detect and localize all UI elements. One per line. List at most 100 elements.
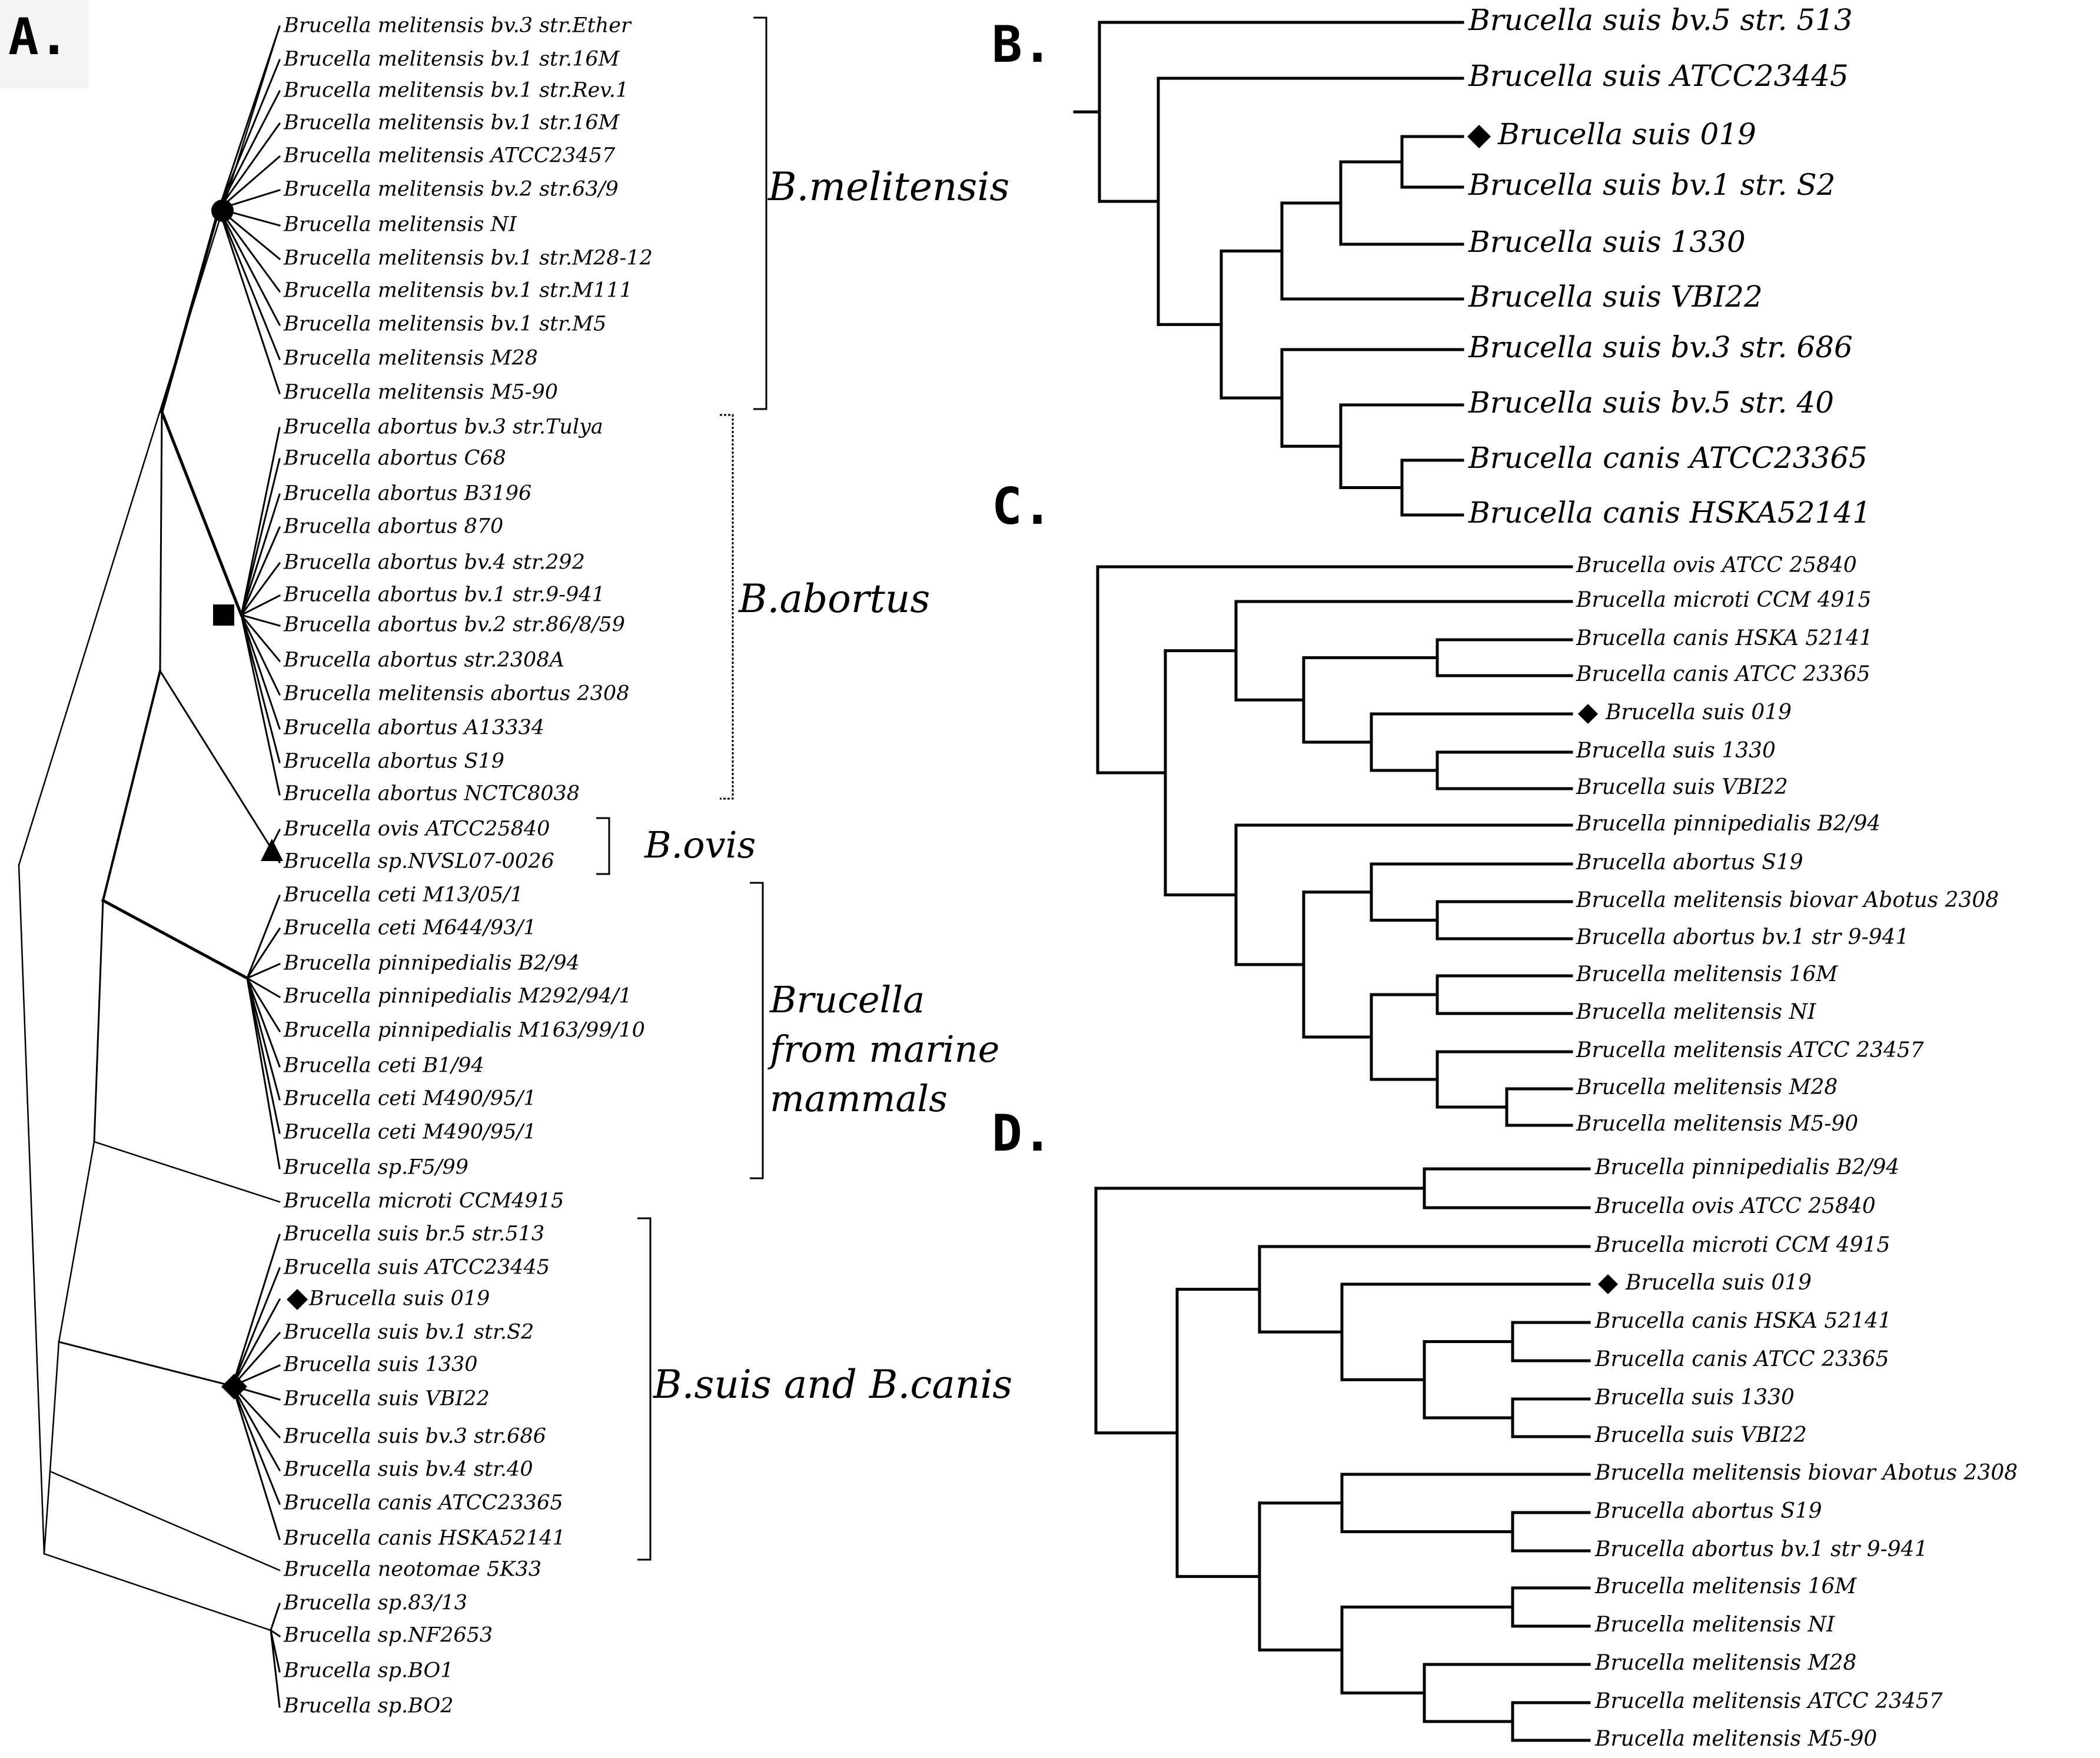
tip-label: Brucella sp.F5/99 (283, 1156, 468, 1179)
tree-branch (217, 207, 281, 327)
tip-label: Brucella melitensis M28 (1594, 1651, 1856, 1675)
tree-branch (246, 977, 281, 1101)
square-marker (213, 604, 234, 626)
tip-label: Brucella suis VBI22 (1468, 280, 1763, 314)
tip-label: Brucella suis br.5 str.513 (283, 1222, 544, 1246)
tree-branch (240, 493, 281, 616)
tree-branch (231, 1267, 281, 1387)
tip-label: Brucella abortus S19 (283, 750, 504, 773)
tip-label: Brucella melitensis M28 (1576, 1075, 1838, 1099)
tip-label: Brucella pinnipedialis B2/94 (283, 952, 580, 975)
tip-label: Brucella suis bv.3 str.686 (283, 1425, 546, 1448)
tip-label: Brucella suis ATCC23445 (1468, 59, 1849, 93)
circle-marker (211, 200, 234, 222)
tree-branch (58, 1141, 95, 1343)
ovis-bracket (596, 817, 610, 875)
tip-label: Brucella melitensis 16M (1594, 1574, 1857, 1599)
tree-branch (270, 1629, 281, 1708)
tree-branch (246, 895, 281, 979)
tip-label: Brucella canis HSKA 52141 (1594, 1309, 1892, 1333)
tree-branch (245, 976, 281, 999)
tree-branch (43, 1470, 51, 1555)
tip-label: Brucella sp.BO1 (283, 1659, 454, 1683)
tip-label: Brucella ceti M490/95/1 (283, 1087, 536, 1111)
tree-branch (43, 1553, 272, 1631)
tree-branch (49, 1341, 60, 1473)
tip-label: Brucella abortus S19 (1594, 1499, 1822, 1523)
tree-branch (240, 594, 281, 617)
tip-label: Brucella melitensis bv.1 str.16M (283, 111, 620, 135)
tip-label: Brucella melitensis 16M (1576, 962, 1838, 986)
tip-label: Brucella microti CCM4915 (283, 1189, 564, 1213)
tip-label: Brucella abortus NCTC8038 (283, 782, 580, 806)
clade-label-ovis: B.ovis (644, 823, 756, 866)
clade-label-line: Brucella (769, 978, 925, 1021)
tip-label: Brucella microti CCM 4915 (1594, 1233, 1890, 1257)
tip-label: Brucella suis bv.1 str.S2 (283, 1321, 534, 1344)
tree-branch (240, 427, 281, 616)
tree-branch (231, 1384, 281, 1439)
tip-label: Brucella suis bv.1 str. S2 (1468, 168, 1835, 202)
tip-label: Brucella suis VBI22 (1594, 1423, 1807, 1447)
tip-label: Brucella pinnipedialis B2/94 (1576, 812, 1880, 836)
tip-label: Brucella abortus A13334 (283, 716, 544, 740)
tree-branch (245, 976, 281, 1033)
tip-label: Brucella ovis ATCC25840 (283, 817, 550, 841)
tree-branch (18, 25, 281, 866)
tip-label: Brucella suis 019 (308, 1287, 490, 1311)
tip-label: Brucella suis bv.5 str. 513 (1468, 3, 1853, 37)
tip-label: Brucella suis ATCC23445 (283, 1256, 550, 1280)
panel-a: A. Brucella melitensis bv.3 str.Ether Bruc… (0, 0, 1012, 1718)
tip-label: Brucella canis ATCC 23365 (1576, 662, 1870, 686)
tip-label: Brucella ovis ATCC 25840 (1576, 553, 1857, 577)
tip-label: Brucella melitensis bv.1 str.M28-12 (283, 247, 653, 270)
tip-label: Brucella suis VBI22 (1576, 775, 1788, 799)
panel-c-label: C. (992, 477, 1053, 536)
tree-branch (240, 614, 281, 763)
tip-label: Brucella suis 019 (1625, 1271, 1812, 1295)
clade-label-line: B.ovis (644, 823, 756, 866)
tip-label: Brucella suis 1330 (1576, 739, 1776, 763)
tree-branch (218, 208, 281, 360)
tip-label: Brucella abortus bv.1 str 9-941 (1594, 1537, 1928, 1561)
tip-label: Brucella melitensis M5-90 (283, 381, 558, 404)
tree-branch (160, 410, 244, 617)
tip-label: Brucella canis HSKA 52141 (1576, 626, 1873, 650)
tree-branch (240, 458, 281, 616)
tip-label: Brucella melitensis ATCC 23457 (1594, 1689, 1943, 1713)
tip-label: Brucella abortus bv.1 str 9-941 (1576, 925, 1909, 949)
diamond-marker (1598, 1274, 1618, 1294)
tip-label: Brucella canis ATCC23365 (1468, 441, 1868, 475)
tree-branch (246, 977, 281, 1169)
tip-label: Brucella melitensis M5-90 (1576, 1112, 1858, 1136)
tip-label: Brucella abortus bv.3 str.Tulya (283, 416, 603, 439)
diamond-marker (1467, 125, 1491, 148)
tip-label: Brucella abortus bv.1 str.9-941 (283, 583, 605, 607)
clade-label-marine: Brucella from marine mammals (767, 978, 999, 1120)
tree-branch (231, 1385, 281, 1505)
tip-label: Brucella neotomae 5K33 (283, 1558, 541, 1581)
tree-branch (231, 1331, 281, 1388)
tree-branch (240, 526, 281, 616)
tree-branch (269, 1629, 281, 1638)
tree-branch (270, 1603, 281, 1631)
tip-label: Brucella suis 1330 (1594, 1385, 1795, 1410)
diamond-marker (287, 1289, 308, 1310)
tree-branch (58, 1341, 234, 1387)
tree-branch (217, 155, 281, 211)
tree-branch (240, 614, 281, 627)
panel-d: D. Brucella pinnipedialis B2/94 Brucella o… (992, 1104, 2018, 1751)
abortus-bracket (720, 414, 734, 800)
tree-branch (231, 1385, 281, 1540)
tip-label: Brucella melitensis bv.2 str.63/9 (283, 178, 619, 201)
tip-label: Brucella pinnipedialis M292/94/1 (283, 985, 632, 1008)
tip-label: Brucella suis bv.5 str. 40 (1468, 386, 1834, 420)
marine-bracket (750, 882, 764, 1179)
tip-label: Brucella melitensis bv.1 str.M5 (283, 313, 606, 336)
tip-label: Brucella ceti M13/05/1 (283, 883, 523, 907)
tip-label: Brucella melitensis M5-90 (1594, 1727, 1877, 1751)
clade-label-abortus: B.abortus (738, 576, 930, 622)
tip-label: Brucella ceti M490/95/1 (283, 1121, 536, 1144)
panel-a-label: A. (8, 8, 69, 67)
